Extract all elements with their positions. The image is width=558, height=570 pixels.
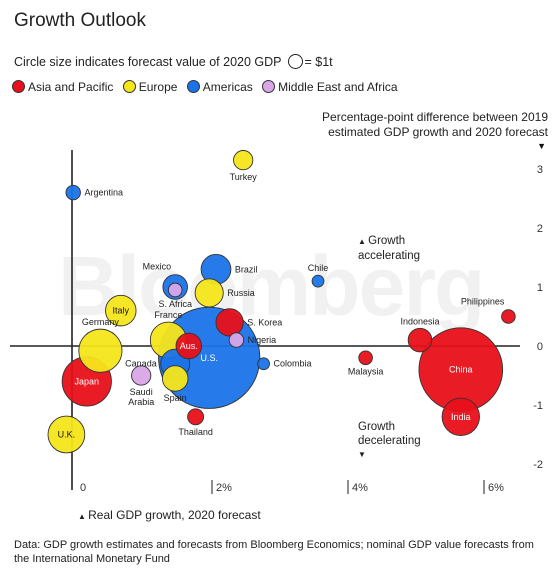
legend-label: Americas [202,80,253,94]
point-label: France [154,310,182,320]
data-point [194,278,224,308]
point-label: Italy [113,306,130,316]
point-label: Saudi [130,387,153,397]
point-label: Germany [82,317,120,327]
data-point [228,332,245,348]
data-point [78,328,123,373]
data-point [441,397,480,436]
legend-item: Asia and Pacific [12,80,113,94]
point-label: Japan [75,376,100,386]
y-tick-label: -1 [533,400,543,412]
point-label: U.K. [58,430,76,440]
point-label: Aus. [180,341,198,351]
point-label: China [449,365,473,375]
data-point [257,357,270,371]
x-axis-label: ▲ Real GDP growth, 2020 forecast [78,508,261,522]
annotation-accelerating: ▲ Growth accelerating [358,234,420,263]
up-arrow-icon: ▲ [358,237,369,246]
point-label: Thailand [178,427,213,437]
annotation-text: Growth [358,421,396,433]
data-point [131,365,152,386]
data-point [407,327,433,353]
point-label: India [451,412,471,422]
data-point [161,365,189,392]
data-point [215,308,244,337]
data-point [65,184,81,201]
legend-swatch-icon [186,80,200,93]
y-axis-label: Percentage-point difference between 2019… [322,110,548,139]
legend-label: Europe [138,80,178,94]
data-point [175,332,203,360]
x-tick-label: 0 [80,482,86,494]
data-point [167,282,183,298]
legend-label: Middle East and Africa [278,80,398,94]
data-point [187,408,205,426]
scale-circle-icon [287,54,303,69]
legend-swatch-icon [12,80,25,93]
data-point [358,350,373,366]
legend-item: Europe [122,80,178,94]
annotation-decelerating: Growth decelerating ▼ [358,420,421,462]
data-point [501,309,516,324]
y-tick-label: 1 [537,282,543,294]
point-label: Colombia [274,359,312,369]
point-label: S. Africa [158,299,192,309]
subtitle-text: Circle size indicates forecast value of … [14,55,282,69]
scale-note: = $1t [304,55,333,69]
point-label: Canada [125,359,157,369]
point-label: Russia [227,288,255,298]
chart-subtitle: Circle size indicates forecast value of … [14,54,333,69]
up-arrow-icon: ▲ [78,512,89,521]
annotation-text: decelerating [358,435,421,447]
y-tick-label: 0 [537,341,543,353]
point-label: Argentina [84,188,123,198]
point-label: Mexico [143,262,172,272]
point-label: Malaysia [348,367,384,377]
legend: Asia and Pacific Europe Americas Middle … [12,80,404,94]
point-label: Nigeria [248,335,277,345]
point-label: Chile [308,263,329,273]
chart-title: Growth Outlook [14,10,146,31]
data-point [233,150,254,171]
x-tick-label: 6% [488,482,504,494]
legend-item: Middle East and Africa [262,80,398,94]
annotation-text: accelerating [358,250,421,262]
point-label: Indonesia [400,316,439,326]
point-label: Turkey [230,172,258,182]
x-axis-label-text: Real GDP growth, 2020 forecast [88,508,261,522]
point-label: Philippines [461,297,505,307]
data-point [47,415,86,454]
point-label: Brazil [235,264,258,274]
source-note: Data: GDP growth estimates and forecasts… [14,539,534,565]
point-label: Spain [164,393,187,403]
y-tick-label: 3 [537,164,543,176]
x-tick-label: 2% [216,482,232,494]
legend-swatch-icon [122,80,136,93]
down-arrow-icon: ▼ [537,141,546,151]
legend-item: Americas [186,80,253,94]
down-arrow-icon: ▼ [358,450,366,459]
y-tick-label: 2 [537,223,543,235]
point-label: Arabia [128,397,154,407]
legend-swatch-icon [262,80,276,93]
point-label: U.S. [200,353,218,363]
data-point [311,274,325,288]
data-point [105,294,137,327]
y-tick-label: -2 [533,459,543,471]
legend-label: Asia and Pacific [28,80,114,94]
x-tick-label: 4% [352,482,368,494]
point-label: S. Korea [247,317,282,327]
annotation-text: Growth [368,235,406,247]
